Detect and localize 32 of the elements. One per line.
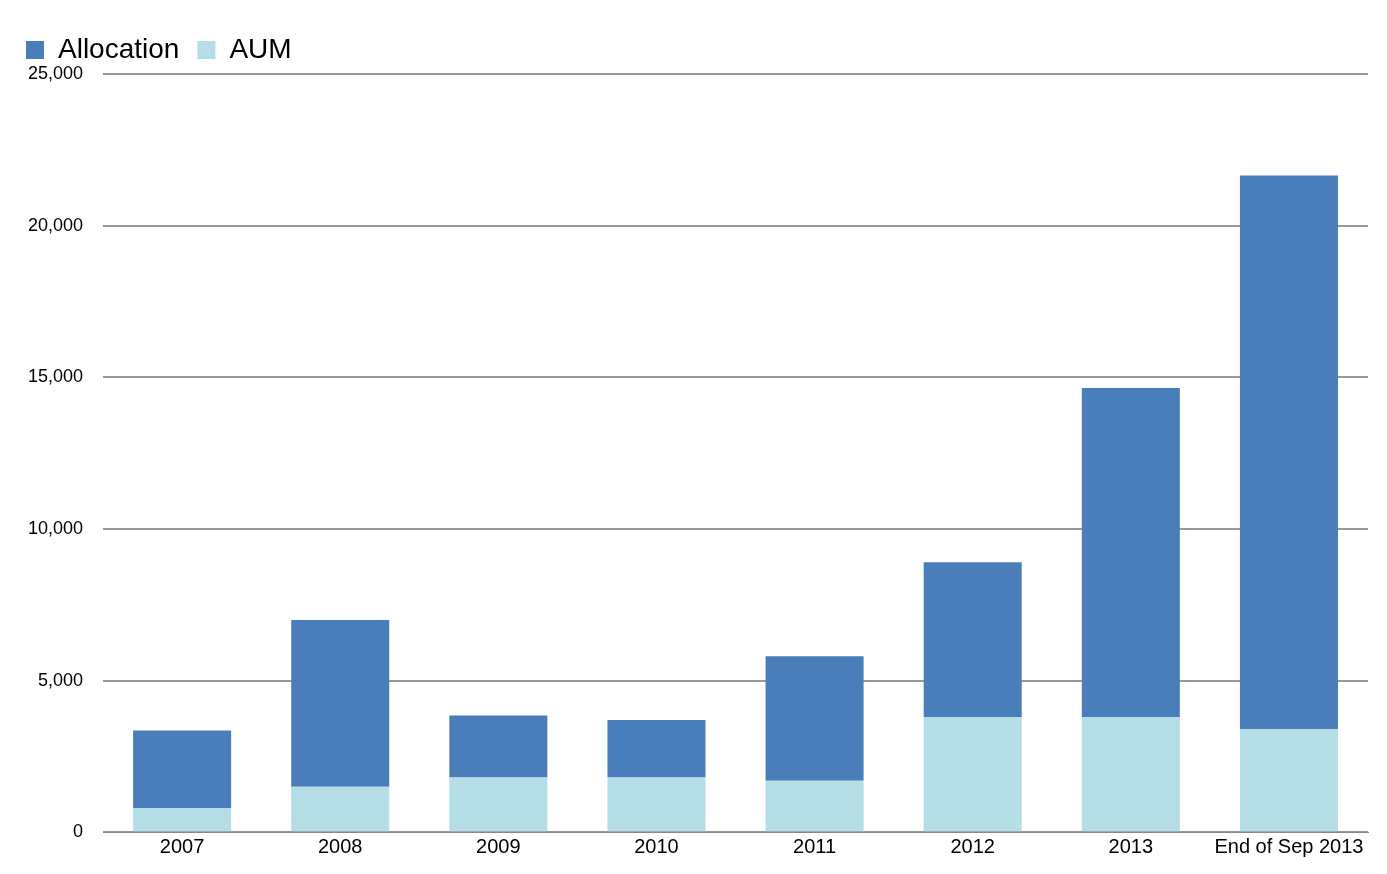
- y-tick-label: 0: [73, 821, 84, 842]
- bar: [607, 777, 706, 832]
- x-tick-label: 2012: [950, 834, 995, 857]
- bar: [133, 730, 232, 808]
- bar: [449, 777, 548, 832]
- y-tick-label: 15,000: [27, 366, 84, 387]
- legend-label: AUM: [229, 32, 292, 64]
- bar: [1239, 175, 1338, 730]
- x-tick-label: 2007: [159, 834, 205, 857]
- legend-label: Allocation: [58, 32, 180, 64]
- bar: [449, 715, 548, 778]
- bar: [291, 786, 390, 832]
- x-tick-label: 2010: [634, 834, 679, 857]
- x-tick-label: 2009: [476, 834, 521, 857]
- x-tick-label: 2013: [1108, 834, 1154, 857]
- x-tick-label: End of Sep 2013: [1214, 834, 1364, 857]
- bar: [1081, 716, 1180, 832]
- bar: [291, 619, 390, 787]
- bar: [765, 780, 864, 832]
- x-tick-label: 2008: [317, 834, 363, 857]
- bar: [923, 562, 1022, 717]
- bar: [133, 807, 232, 832]
- x-tick-label: 2011: [793, 834, 837, 857]
- y-tick-label: 10,000: [27, 517, 84, 538]
- y-tick-label: 25,000: [27, 62, 84, 83]
- y-tick-label: 5,000: [38, 669, 84, 690]
- bar: [923, 716, 1022, 832]
- bar: [765, 656, 864, 781]
- bar: [1239, 729, 1338, 832]
- bar: [1081, 387, 1180, 717]
- bar: [607, 719, 706, 778]
- y-tick-label: 20,000: [27, 214, 84, 235]
